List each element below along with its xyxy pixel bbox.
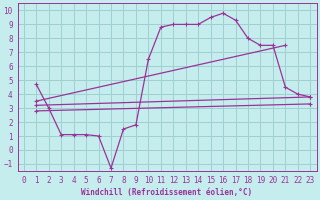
X-axis label: Windchill (Refroidissement éolien,°C): Windchill (Refroidissement éolien,°C) (82, 188, 252, 197)
